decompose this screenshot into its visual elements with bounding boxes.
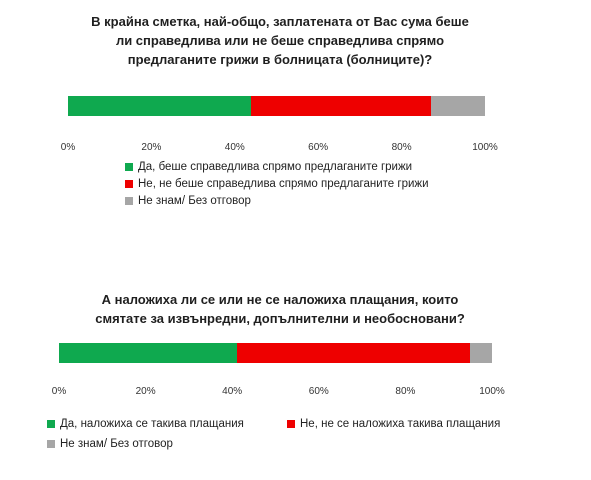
legend-swatch: [47, 440, 55, 448]
bar-segment: [59, 343, 237, 363]
bar-segment: [430, 96, 485, 116]
x-tick-label: 0%: [51, 386, 67, 397]
legend-label: Да, беше справедлива спрямо предлаганите…: [138, 161, 413, 173]
chart-title-line: предлаганите грижи в болницата (болницит…: [127, 52, 433, 67]
x-tick-label: 100%: [472, 142, 498, 153]
x-tick-label: 60%: [308, 386, 329, 397]
bar-segment: [470, 343, 492, 363]
bar-segment: [251, 96, 431, 116]
legend-swatch: [287, 420, 295, 428]
x-tick-label: 100%: [479, 386, 505, 397]
x-tick-label: 40%: [224, 142, 245, 153]
legend-label: Да, наложиха се такива плащания: [60, 418, 244, 430]
chart-title-line: смятате за извънредни, допълнителни и не…: [95, 311, 465, 326]
legend-label: Не, не беше справедлива спрямо предлаган…: [138, 178, 429, 190]
x-tick-label: 40%: [222, 386, 243, 397]
legend-swatch: [125, 180, 133, 188]
chart-title-line: ли справедлива или не беше справедлива с…: [115, 33, 445, 48]
legend-item: Не, не беше справедлива спрямо предлаган…: [125, 178, 429, 190]
bar-segment: [68, 96, 252, 116]
chart-title: В крайна сметка, най-общо, заплатената о…: [40, 12, 520, 69]
bar-segment: [236, 343, 471, 363]
x-tick-label: 80%: [391, 142, 412, 153]
legend-item: Да, наложиха се такива плащания: [47, 418, 244, 430]
legend-item: Не, не се наложиха такива плащания: [287, 418, 500, 430]
chart-title: А наложиха ли се или не се наложиха плащ…: [40, 290, 520, 328]
chart-title-line: В крайна сметка, най-общо, заплатената о…: [91, 14, 469, 29]
legend-item: Да, беше справедлива спрямо предлаганите…: [125, 161, 412, 173]
legend-label: Не, не се наложиха такива плащания: [300, 418, 501, 430]
legend-item: Не знам/ Без отговор: [125, 195, 251, 207]
x-tick-label: 80%: [395, 386, 416, 397]
x-tick-label: 60%: [308, 142, 329, 153]
legend-label: Не знам/ Без отговор: [60, 438, 173, 450]
legend-label: Не знам/ Без отговор: [138, 195, 251, 207]
chart-title-line: А наложиха ли се или не се наложиха плащ…: [101, 292, 459, 307]
legend-item: Не знам/ Без отговор: [47, 438, 173, 450]
x-tick-label: 20%: [135, 386, 156, 397]
x-tick-label: 0%: [60, 142, 76, 153]
x-tick-label: 20%: [141, 142, 162, 153]
legend-swatch: [47, 420, 55, 428]
legend-swatch: [125, 197, 133, 205]
legend-swatch: [125, 163, 133, 171]
